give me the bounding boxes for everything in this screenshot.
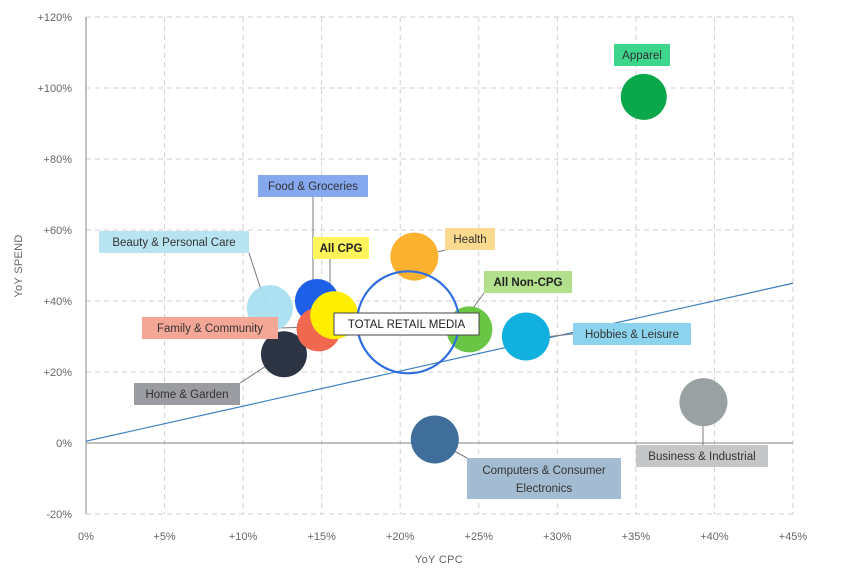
bubbles bbox=[246, 73, 728, 464]
label-beauty-and-personal-care: Beauty & Personal Care bbox=[99, 231, 249, 253]
label-computers-and-consumer-electronics: Computers & Consumer Electronics bbox=[467, 458, 621, 499]
label-text: Beauty & Personal Care bbox=[112, 237, 235, 249]
bubble-computers-and-consumer-electronics bbox=[410, 415, 459, 464]
label-total-retail-media: TOTAL RETAIL MEDIA bbox=[333, 312, 480, 336]
bubble-business-and-industrial bbox=[679, 378, 728, 427]
y-tick-label: -20% bbox=[46, 509, 72, 521]
label-box bbox=[484, 271, 572, 293]
label-text: Health bbox=[453, 234, 486, 246]
x-tick-label: +10% bbox=[229, 531, 258, 543]
label-all-non-cpg: All Non-CPG bbox=[484, 271, 572, 293]
y-tick-label: +80% bbox=[44, 154, 73, 166]
y-tick-label: +100% bbox=[37, 83, 72, 95]
x-tick-label: 0% bbox=[78, 531, 94, 543]
y-tick-label: +60% bbox=[44, 225, 73, 237]
y-tick-label: +20% bbox=[44, 367, 73, 379]
bubble-home-and-garden bbox=[260, 331, 307, 378]
label-health: Health bbox=[445, 228, 495, 250]
tick-labels: 0% +5% +10% +15% +20% +25% +30% +35% +40% +45% -20… bbox=[37, 12, 807, 543]
x-tick-label: +15% bbox=[307, 531, 336, 543]
label-text: All Non-CPG bbox=[494, 277, 563, 289]
label-box bbox=[258, 175, 368, 197]
x-tick-label: +30% bbox=[543, 531, 572, 543]
label-text: Home & Garden bbox=[145, 389, 228, 401]
label-apparel: Apparel bbox=[614, 44, 670, 66]
label-box bbox=[467, 458, 621, 499]
label-text: Business & Industrial bbox=[648, 451, 755, 463]
label-text: Computers & Consumer Electronics bbox=[482, 465, 606, 495]
label-box bbox=[614, 44, 670, 66]
x-tick-label: +5% bbox=[153, 531, 176, 543]
bubble-labels: Apparel Food & Groceries Beauty & Personal… bbox=[99, 44, 768, 499]
gridlines bbox=[86, 16, 794, 515]
x-axis-title: YoY CPC bbox=[415, 554, 463, 566]
label-hobbies-and-leisure: Hobbies & Leisure bbox=[573, 323, 691, 345]
label-text: All CPG bbox=[320, 243, 363, 255]
bubble-hobbies-and-leisure bbox=[501, 312, 550, 361]
x-tick-label: +20% bbox=[386, 531, 415, 543]
x-tick-label: +35% bbox=[622, 531, 651, 543]
label-text: TOTAL RETAIL MEDIA bbox=[348, 319, 466, 331]
y-tick-label: 0% bbox=[56, 438, 72, 450]
y-tick-label: +40% bbox=[44, 296, 73, 308]
bubble-apparel bbox=[620, 73, 667, 120]
y-axis-title: YoY SPEND bbox=[13, 234, 25, 297]
label-box bbox=[99, 231, 249, 253]
label-box bbox=[134, 383, 240, 405]
x-tick-label: +25% bbox=[465, 531, 494, 543]
bubble-health bbox=[390, 232, 439, 281]
label-text: Family & Community bbox=[157, 323, 263, 335]
label-box bbox=[333, 312, 480, 336]
label-family-and-community: Family & Community bbox=[142, 317, 278, 339]
label-box bbox=[636, 445, 768, 467]
label-box bbox=[142, 317, 278, 339]
label-box bbox=[313, 237, 369, 259]
label-box bbox=[445, 228, 495, 250]
y-tick-label: +120% bbox=[37, 12, 72, 24]
x-tick-label: +45% bbox=[779, 531, 808, 543]
x-tick-label: +40% bbox=[700, 531, 729, 543]
label-all-cpg: All CPG bbox=[313, 237, 369, 259]
label-box bbox=[573, 323, 691, 345]
label-text: Apparel bbox=[622, 50, 662, 62]
label-text: Hobbies & Leisure bbox=[585, 329, 679, 341]
label-text: Food & Groceries bbox=[268, 181, 358, 193]
label-food-and-groceries: Food & Groceries bbox=[258, 175, 368, 197]
label-business-and-industrial: Business & Industrial bbox=[636, 445, 768, 467]
label-home-and-garden: Home & Garden bbox=[134, 383, 240, 405]
